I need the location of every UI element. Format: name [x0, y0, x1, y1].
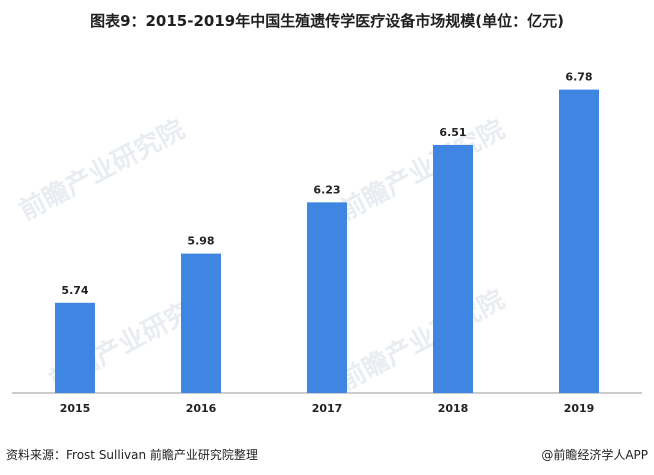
- data-label-2017: 6.23: [313, 183, 340, 196]
- data-label-2015: 5.74: [61, 284, 88, 297]
- brand-credit: @前瞻经济学人APP: [541, 446, 648, 463]
- data-label-2016: 5.98: [187, 235, 214, 248]
- source-note: 资料来源：Frost Sullivan 前瞻产业研究院整理: [6, 448, 258, 462]
- bar-2016: [181, 253, 221, 393]
- x-tick-label-2018: 2018: [438, 402, 469, 415]
- bar-2017: [307, 202, 347, 393]
- bar-2015: [55, 302, 95, 393]
- x-tick-label-2015: 2015: [60, 402, 91, 415]
- bar-2018: [433, 144, 473, 393]
- x-tick-label-2016: 2016: [186, 402, 217, 415]
- footer: 资料来源：Frost Sullivan 前瞻产业研究院整理 @前瞻经济学人APP: [6, 446, 648, 466]
- x-tick-label-2017: 2017: [312, 402, 343, 415]
- bar-2019: [559, 89, 599, 393]
- data-label-2018: 6.51: [439, 126, 466, 139]
- brand-label: @前瞻经济学人APP: [541, 448, 648, 462]
- x-tick-label-2019: 2019: [564, 402, 595, 415]
- chart-title: 图表9：2015-2019年中国生殖遗传学医疗设备市场规模(单位：亿元): [90, 12, 564, 30]
- data-label-2019: 6.78: [565, 71, 592, 84]
